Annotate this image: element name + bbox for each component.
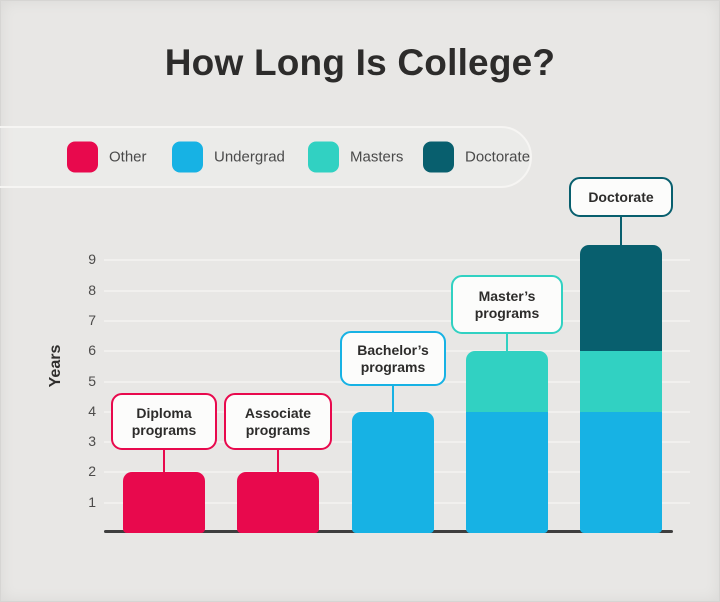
legend-item-masters: Masters <box>308 141 404 173</box>
callout-connector-master-s-programs <box>506 331 508 354</box>
legend-swatch-other <box>67 141 98 173</box>
legend-label-masters: Masters <box>350 148 404 166</box>
bar-segment-undergrad-doctorate <box>580 411 662 533</box>
legend: Other Undergrad Masters Doctorate <box>0 126 532 188</box>
legend-item-doctorate: Doctorate <box>423 141 531 173</box>
bar-diploma-programs <box>123 472 205 533</box>
legend-item-undergrad: Undergrad <box>172 141 285 173</box>
callout-label-bachelor-s-programs: Bachelor’s programs <box>357 341 429 375</box>
bar-bachelor-s-programs <box>352 412 434 533</box>
gridline-8 <box>104 289 690 292</box>
callout-diploma-programs: Diploma programs <box>111 393 217 450</box>
legend-label-other: Other <box>109 148 147 166</box>
y-tick-1: 1 <box>88 493 96 510</box>
callout-label-diploma-programs: Diploma programs <box>131 404 197 438</box>
bar-segment-undergrad-master-s-programs <box>466 411 548 533</box>
y-tick-9: 9 <box>88 251 96 268</box>
callout-connector-diploma-programs <box>163 447 165 475</box>
legend-swatch-undergrad <box>172 141 203 173</box>
y-tick-7: 7 <box>88 311 96 328</box>
page-title: How Long Is College? <box>164 42 556 83</box>
bar-segment-other-associate-programs <box>237 472 319 533</box>
gridline-7 <box>104 319 690 322</box>
legend-swatch-masters <box>308 141 339 173</box>
gridline-9 <box>104 259 690 262</box>
callout-associate-programs: Associate programs <box>224 393 332 450</box>
callout-doctorate: Doctorate <box>569 177 673 217</box>
callout-label-doctorate: Doctorate <box>588 188 654 205</box>
legend-label-doctorate: Doctorate <box>465 148 531 166</box>
y-tick-2: 2 <box>88 463 96 480</box>
callout-label-associate-programs: Associate programs <box>244 404 312 438</box>
legend-swatch-doctorate <box>423 141 454 173</box>
callout-master-s-programs: Master’s programs <box>451 275 563 334</box>
callout-connector-doctorate <box>620 214 622 248</box>
bar-master-s-programs <box>466 351 548 533</box>
callout-connector-bachelor-s-programs <box>392 383 394 415</box>
callout-bachelor-s-programs: Bachelor’s programs <box>340 331 446 386</box>
bar-segment-masters-doctorate <box>580 351 662 412</box>
bar-segment-doctorate-doctorate <box>580 245 662 352</box>
y-tick-5: 5 <box>88 372 96 389</box>
bar-associate-programs <box>237 472 319 533</box>
bar-segment-undergrad-bachelor-s-programs <box>352 412 434 533</box>
y-tick-6: 6 <box>88 342 96 359</box>
callout-connector-associate-programs <box>277 447 279 475</box>
bar-segment-masters-master-s-programs <box>466 351 548 412</box>
bar-doctorate <box>580 245 662 533</box>
legend-item-other: Other <box>67 141 147 173</box>
callout-label-master-s-programs: Master’s programs <box>474 287 540 321</box>
y-tick-4: 4 <box>88 402 96 419</box>
legend-label-undergrad: Undergrad <box>214 148 285 166</box>
gridline-4 <box>104 410 690 413</box>
bar-segment-other-diploma-programs <box>123 472 205 533</box>
y-tick-8: 8 <box>88 281 96 298</box>
y-tick-3: 3 <box>88 433 96 450</box>
